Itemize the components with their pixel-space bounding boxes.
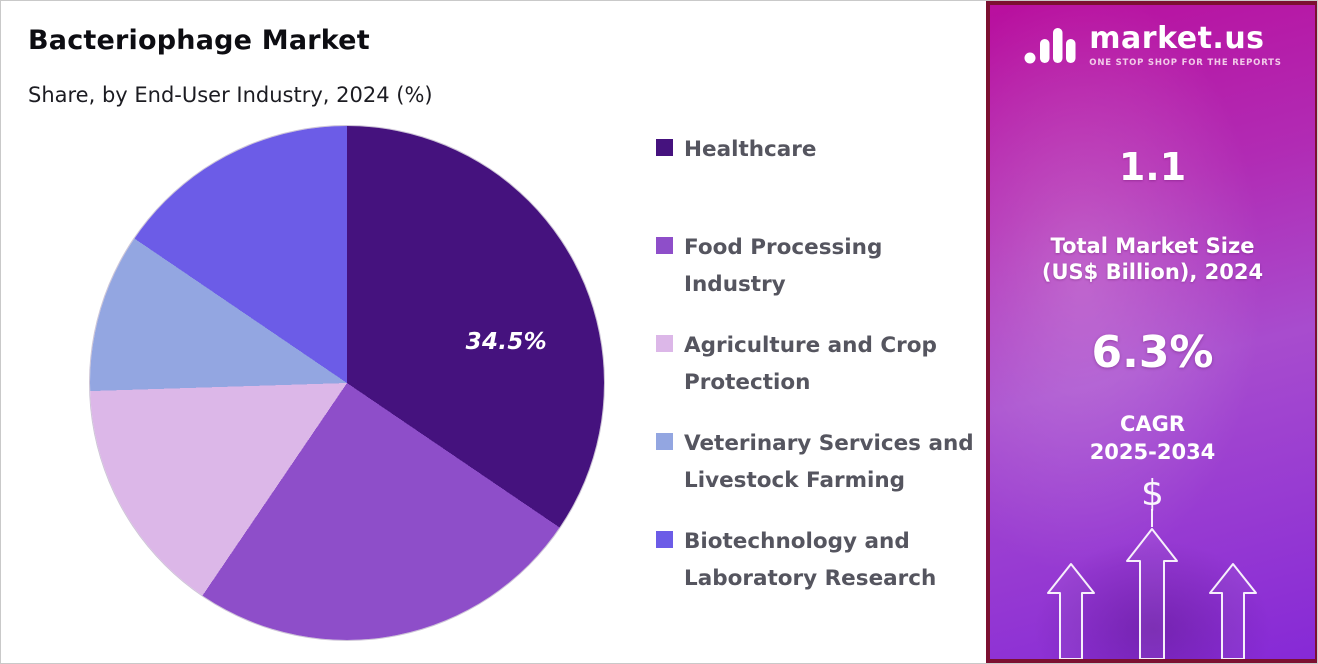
chart-subtitle: Share, by End-User Industry, 2024 (%) — [28, 83, 433, 107]
cagr-label: CAGR 2025-2034 — [990, 410, 1315, 467]
legend-label: Food Processing Industry — [684, 235, 883, 297]
legend-item: Biotechnology and Laboratory Research — [656, 524, 978, 598]
legend-label: Veterinary Services and Livestock Farmin… — [684, 431, 974, 493]
legend-swatch — [656, 139, 673, 156]
brand-text: market.us ONE STOP SHOP FOR THE REPORTS — [1089, 23, 1281, 68]
growth-arrows-icon — [990, 509, 1315, 659]
market-size-value: 1.1 — [1118, 145, 1187, 189]
page-title: Bacteriophage Market — [28, 25, 370, 56]
cagr-value: 6.3% — [1091, 327, 1214, 378]
brand-header: market.us ONE STOP SHOP FOR THE REPORTS — [990, 23, 1315, 68]
chart-area: Bacteriophage Market Share, by End-User … — [1, 1, 986, 663]
legend-item: Agriculture and Crop Protection — [656, 328, 978, 426]
dollar-symbol: $ — [1141, 473, 1164, 514]
pie-chart-wrap: 34.5% — [90, 126, 604, 640]
brand-name: market.us — [1089, 21, 1265, 56]
legend-item: Healthcare — [656, 132, 978, 230]
legend-swatch — [656, 237, 673, 254]
cagr-years: 2025-2034 — [1089, 440, 1216, 465]
market-size-label: Total Market Size (US$ Billion), 2024 — [1041, 234, 1264, 285]
marketus-logo-icon — [1024, 28, 1076, 64]
pie-chart — [90, 126, 604, 640]
legend-swatch — [656, 335, 673, 352]
legend-swatch — [656, 531, 673, 548]
legend-item: Veterinary Services and Livestock Farmin… — [656, 426, 978, 524]
brand-tagline: ONE STOP SHOP FOR THE REPORTS — [1089, 57, 1282, 68]
legend-item: Food Processing Industry — [656, 230, 978, 328]
chart-legend: Healthcare Food Processing Industry Agricu… — [656, 132, 978, 598]
pie-data-label: 34.5% — [465, 328, 547, 355]
legend-label: Agriculture and Crop Protection — [684, 333, 937, 395]
brand-sidebar: market.us ONE STOP SHOP FOR THE REPORTS … — [986, 1, 1317, 663]
legend-swatch — [656, 433, 673, 450]
cagr-word: CAGR — [1119, 412, 1186, 436]
legend-label: Healthcare — [684, 137, 817, 162]
legend-label: Biotechnology and Laboratory Research — [684, 529, 937, 591]
